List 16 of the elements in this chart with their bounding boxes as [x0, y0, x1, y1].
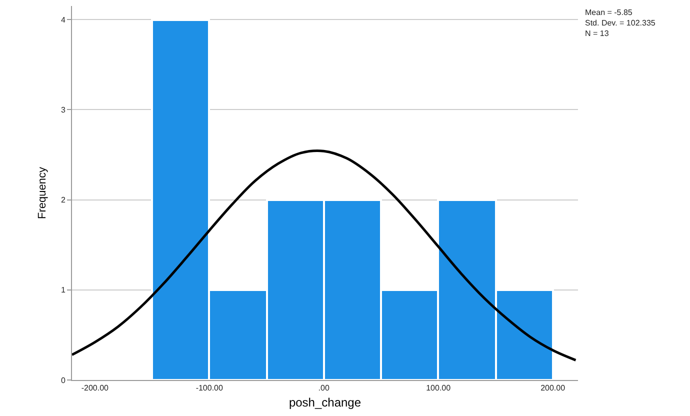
line-series: [72, 150, 577, 362]
text: Std. Dev. = 102.335: [585, 18, 656, 28]
y-axis-title: Frequency: [36, 166, 49, 219]
x-tick-label: -100.00: [196, 384, 224, 393]
x-tick-label: .00: [318, 384, 330, 393]
x-axis-title: posh_change: [288, 396, 362, 410]
text: Mean = -5.85: [585, 8, 633, 17]
text: N = 13: [585, 28, 610, 38]
y-tick-label: 2: [60, 196, 66, 205]
y-tick-label: 3: [60, 105, 66, 114]
x-tick-label: 100.00: [426, 384, 452, 393]
y-tick-label: 4: [60, 15, 66, 24]
x-tick-label: 200.00: [540, 384, 566, 393]
x-tick-label: -200.00: [81, 384, 110, 393]
y-tick-label: 0: [60, 376, 66, 385]
y-tick-label: 1: [60, 286, 66, 295]
